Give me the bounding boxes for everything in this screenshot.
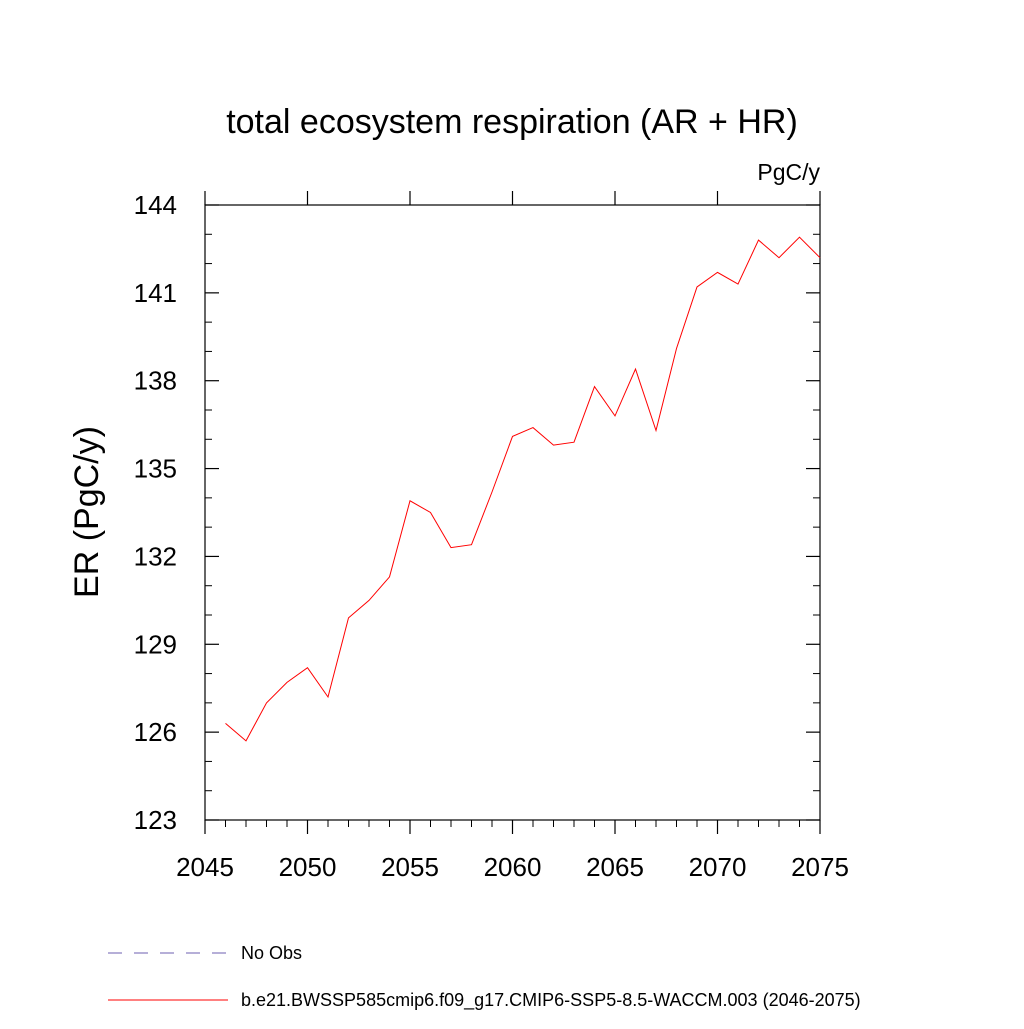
legend: No Obs b.e21.BWSSP585cmip6.f09_g17.CMIP6-… — [108, 943, 861, 1011]
y-tick-label: 135 — [134, 454, 177, 484]
y-tick-label: 141 — [134, 278, 177, 308]
x-tick-label: 2045 — [176, 852, 234, 882]
y-tick-label: 138 — [134, 366, 177, 396]
y-axis-label: ER (PgC/y) — [68, 426, 106, 598]
legend-label: b.e21.BWSSP585cmip6.f09_g17.CMIP6-SSP5-8… — [241, 990, 861, 1011]
x-tick-label: 2055 — [381, 852, 439, 882]
y-tick-label: 132 — [134, 541, 177, 571]
axis-ticks: 2045 2050 2055 2060 2065 2070 2075 123 126 129 132… — [134, 190, 849, 882]
y-tick-label: 144 — [134, 190, 177, 220]
x-tick-label: 2065 — [586, 852, 644, 882]
series-line-0 — [225, 236, 821, 742]
x-tick-label: 2070 — [689, 852, 747, 882]
x-tick-label: 2060 — [484, 852, 542, 882]
plot-area — [225, 236, 821, 742]
y-tick-label: 123 — [134, 805, 177, 835]
x-tick-label: 2050 — [279, 852, 337, 882]
legend-label: No Obs — [241, 943, 302, 963]
plot-frame — [204, 204, 821, 821]
y-tick-label: 129 — [134, 629, 177, 659]
units-label: PgC/y — [757, 159, 820, 185]
x-tick-label: 2075 — [791, 852, 849, 882]
chart-title: total ecosystem respiration (AR + HR) — [226, 103, 798, 141]
y-tick-label: 126 — [134, 717, 177, 747]
